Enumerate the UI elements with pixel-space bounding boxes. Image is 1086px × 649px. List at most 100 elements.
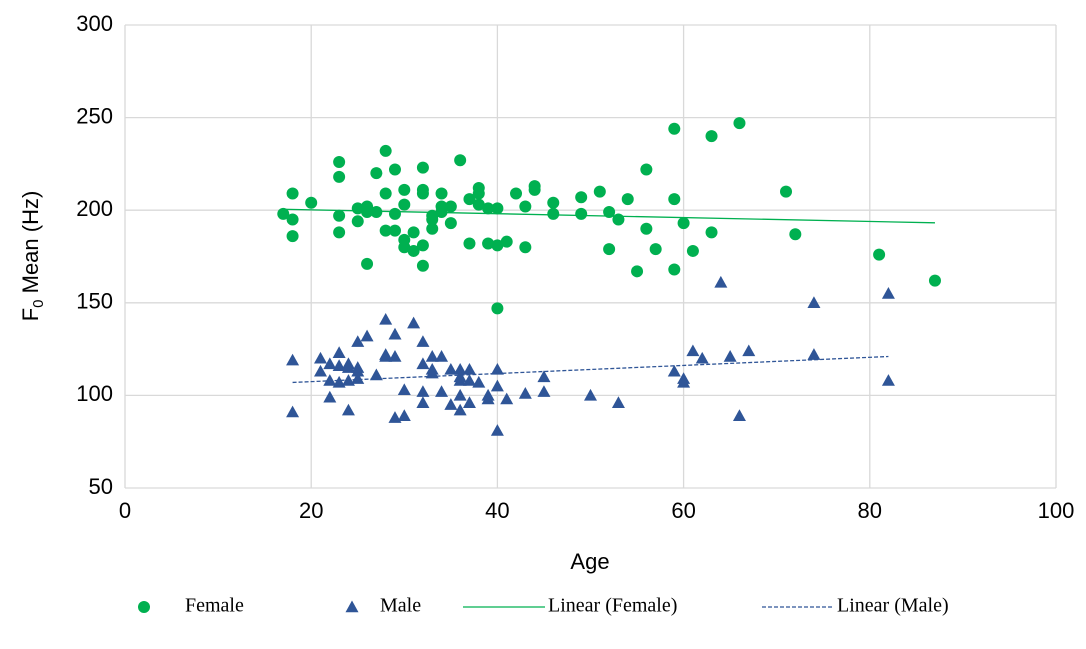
point xyxy=(323,390,337,403)
point xyxy=(333,170,346,183)
point xyxy=(388,207,401,220)
point xyxy=(518,387,532,399)
point xyxy=(323,374,337,386)
point xyxy=(398,241,411,254)
point xyxy=(398,198,411,211)
point xyxy=(668,122,681,135)
point xyxy=(333,226,346,239)
point xyxy=(640,163,653,176)
point xyxy=(277,207,290,220)
point xyxy=(286,213,299,226)
point xyxy=(649,243,662,256)
point xyxy=(547,196,560,209)
x-axis-label: Age xyxy=(570,549,609,574)
point xyxy=(388,163,401,176)
point xyxy=(397,383,411,396)
point xyxy=(361,257,374,270)
point xyxy=(472,198,485,211)
point xyxy=(584,388,597,401)
point xyxy=(881,374,895,386)
point xyxy=(789,228,802,241)
y-tick-label: 200 xyxy=(76,196,113,221)
y-label-rest: Mean (Hz) xyxy=(18,191,43,300)
point xyxy=(333,156,346,169)
point xyxy=(491,302,504,315)
point xyxy=(332,346,346,359)
point xyxy=(928,274,941,287)
point xyxy=(286,230,299,243)
point xyxy=(490,424,504,436)
x-tick-label: 0 xyxy=(119,498,131,523)
point xyxy=(286,187,299,200)
x-tick-label: 80 xyxy=(858,498,882,523)
point xyxy=(742,344,756,357)
point xyxy=(333,209,346,222)
point xyxy=(881,287,895,299)
point xyxy=(491,202,504,215)
y-tick-label: 150 xyxy=(76,289,113,314)
point xyxy=(388,350,402,362)
point xyxy=(370,167,383,180)
point xyxy=(407,226,420,239)
point xyxy=(332,359,346,371)
legend-key xyxy=(138,601,150,613)
y-tick-label: 50 xyxy=(89,474,113,499)
point xyxy=(510,187,523,200)
legend-key xyxy=(345,600,359,613)
point xyxy=(388,224,401,237)
point xyxy=(314,364,328,377)
x-tick-label: 100 xyxy=(1038,498,1075,523)
point xyxy=(732,409,746,421)
point xyxy=(575,191,588,204)
point xyxy=(379,224,392,237)
y-axis-label: F0 Mean (Hz) xyxy=(18,191,47,322)
point xyxy=(481,392,495,405)
point xyxy=(407,316,421,329)
point xyxy=(444,200,457,213)
point xyxy=(351,215,364,228)
point xyxy=(462,362,476,375)
point xyxy=(705,130,718,143)
point xyxy=(416,187,429,200)
y-tick-label: 300 xyxy=(76,11,113,36)
point xyxy=(537,385,551,397)
point xyxy=(435,187,448,200)
point xyxy=(668,263,681,276)
point xyxy=(398,183,411,196)
point xyxy=(416,396,430,409)
point xyxy=(444,398,458,410)
point xyxy=(491,239,504,252)
y-label-main: F xyxy=(18,308,43,321)
point xyxy=(575,207,588,220)
point xyxy=(733,117,746,130)
point xyxy=(416,357,430,370)
point xyxy=(370,206,383,219)
point xyxy=(807,348,821,360)
point xyxy=(873,248,886,261)
point xyxy=(612,213,625,226)
point xyxy=(388,411,402,423)
point xyxy=(500,392,514,405)
point xyxy=(323,357,337,370)
point xyxy=(463,193,476,206)
point xyxy=(425,350,439,362)
point xyxy=(528,183,541,196)
point xyxy=(416,239,429,252)
point xyxy=(453,403,467,416)
point xyxy=(640,222,653,235)
point xyxy=(407,244,420,257)
point xyxy=(686,344,700,357)
point xyxy=(482,237,495,250)
point xyxy=(444,362,458,375)
point xyxy=(780,185,793,198)
y-tick-label: 100 xyxy=(76,381,113,406)
point xyxy=(677,217,690,230)
point xyxy=(490,379,504,392)
point xyxy=(621,193,634,206)
point xyxy=(444,217,457,230)
legend-label: Male xyxy=(380,595,421,617)
point xyxy=(603,243,616,256)
point xyxy=(677,375,691,388)
point xyxy=(426,222,439,235)
